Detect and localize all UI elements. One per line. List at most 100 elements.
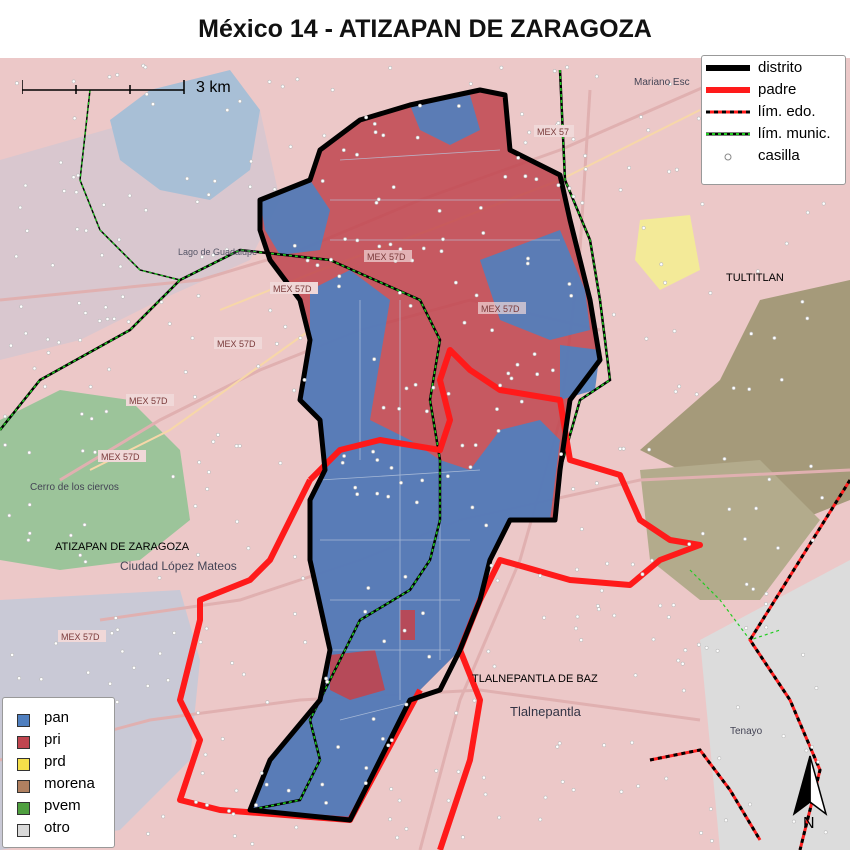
north-label: N: [803, 815, 815, 832]
casilla-marker: [677, 384, 682, 389]
party-item-prd: prd: [17, 753, 112, 775]
casilla-marker: [659, 262, 664, 267]
casilla-marker: [272, 187, 277, 192]
casilla-marker: [206, 470, 211, 475]
casilla-marker: [420, 478, 425, 483]
district-pan-east2[interactable]: [560, 345, 600, 400]
casilla-marker: [267, 79, 272, 84]
district-pri-pocket-2[interactable]: [400, 610, 415, 640]
casilla-marker: [157, 576, 162, 580]
casilla-marker: [415, 135, 420, 140]
casilla-marker: [804, 748, 809, 753]
casilla-marker: [646, 128, 651, 133]
casilla-marker: [330, 88, 335, 92]
casilla-marker: [83, 559, 88, 564]
casilla-marker: [231, 812, 236, 817]
casilla-marker: [3, 414, 7, 419]
casilla-marker: [484, 523, 489, 528]
casilla-marker: [320, 782, 325, 787]
casilla-marker: [565, 65, 570, 70]
casilla-marker: [204, 626, 209, 631]
casilla-marker: [388, 817, 393, 822]
casilla-marker: [538, 573, 543, 578]
casilla-marker: [110, 631, 114, 636]
casilla-marker: [232, 834, 237, 838]
casilla-marker: [380, 737, 385, 741]
casilla-marker: [158, 651, 163, 656]
casilla-marker: [821, 201, 826, 206]
color-swatch: [17, 780, 30, 793]
label-mex57d-e: MEX 57D: [129, 396, 168, 406]
casilla-marker: [8, 343, 13, 348]
casilla-marker: [23, 331, 28, 336]
casilla-marker: [437, 208, 442, 213]
casilla-marker: [460, 835, 465, 840]
casilla-marker: [337, 284, 341, 289]
district-pri-pocket[interactable]: [330, 650, 385, 700]
casilla-marker: [82, 522, 87, 527]
casilla-marker: [434, 768, 439, 773]
map-canvas[interactable]: TULTITLAN ATIZAPAN DE ZARAGOZA TLALNEPAN…: [0, 58, 850, 850]
casilla-marker: [431, 385, 436, 390]
casilla-marker: [446, 798, 451, 803]
casilla-marker: [56, 340, 61, 345]
party-label: pan: [44, 709, 70, 726]
casilla-marker: [700, 202, 705, 207]
casilla-marker: [386, 494, 391, 499]
casilla-marker: [105, 317, 110, 321]
basemap-hills: [640, 280, 850, 520]
casilla-marker: [7, 513, 12, 518]
casilla-marker: [397, 290, 402, 295]
casilla-marker: [254, 803, 258, 808]
casilla-marker: [748, 802, 752, 807]
casilla-marker: [283, 324, 288, 329]
label-tenayo: Tenayo: [730, 726, 763, 737]
casilla-marker: [19, 304, 24, 309]
casilla-marker: [77, 301, 82, 306]
municipal-boundaries: [0, 69, 781, 812]
north-arrow-icon: N: [790, 752, 830, 832]
casilla-marker: [108, 681, 113, 686]
casilla-marker: [185, 176, 190, 181]
casilla-marker: [456, 769, 461, 774]
casilla-marker: [580, 200, 585, 205]
casilla-marker: [117, 237, 122, 242]
district-pan-north[interactable]: [410, 95, 480, 145]
map-title: México 14 - ATIZAPAN DE ZARAGOZA: [198, 15, 652, 43]
casilla-marker: [89, 416, 94, 421]
casilla-marker: [683, 648, 688, 653]
casilla-marker: [557, 741, 562, 746]
casilla-marker: [25, 228, 30, 233]
casilla-marker: [58, 160, 63, 165]
casilla-marker: [764, 602, 768, 606]
casilla-marker: [302, 377, 307, 382]
scale-bar: 3 km: [21, 76, 242, 100]
casilla-marker: [535, 372, 540, 377]
label-tlalnepantla: TLALNEPANTLA DE BAZ: [472, 673, 598, 685]
casilla-marker: [816, 760, 821, 764]
casilla-marker: [499, 65, 504, 70]
label-tultitlan: TULTITLAN: [726, 272, 784, 284]
casilla-marker: [724, 818, 728, 823]
casilla-marker: [481, 775, 486, 780]
casilla-marker: [523, 174, 528, 179]
map-area[interactable]: TULTITLAN ATIZAPAN DE ZARAGOZA TLALNEPAN…: [0, 58, 850, 850]
casilla-marker: [696, 116, 701, 121]
casilla-marker: [486, 649, 491, 654]
casilla-marker: [421, 246, 426, 251]
legend-label: casilla: [758, 147, 800, 164]
legend-label: distrito: [758, 59, 803, 76]
casilla-marker: [3, 443, 8, 447]
section-lines: [319, 149, 560, 721]
casilla-marker: [694, 392, 699, 397]
district-pan-northwest[interactable]: [260, 180, 330, 255]
casilla-marker: [404, 702, 409, 707]
casilla-marker: [174, 546, 179, 551]
casilla-marker: [749, 331, 754, 336]
casilla-marker: [171, 474, 176, 479]
district-boundary[interactable]: [247, 87, 603, 823]
casilla-marker: [45, 337, 50, 342]
casilla-marker: [736, 705, 740, 710]
casilla-marker: [389, 738, 394, 743]
casilla-marker: [268, 308, 273, 313]
